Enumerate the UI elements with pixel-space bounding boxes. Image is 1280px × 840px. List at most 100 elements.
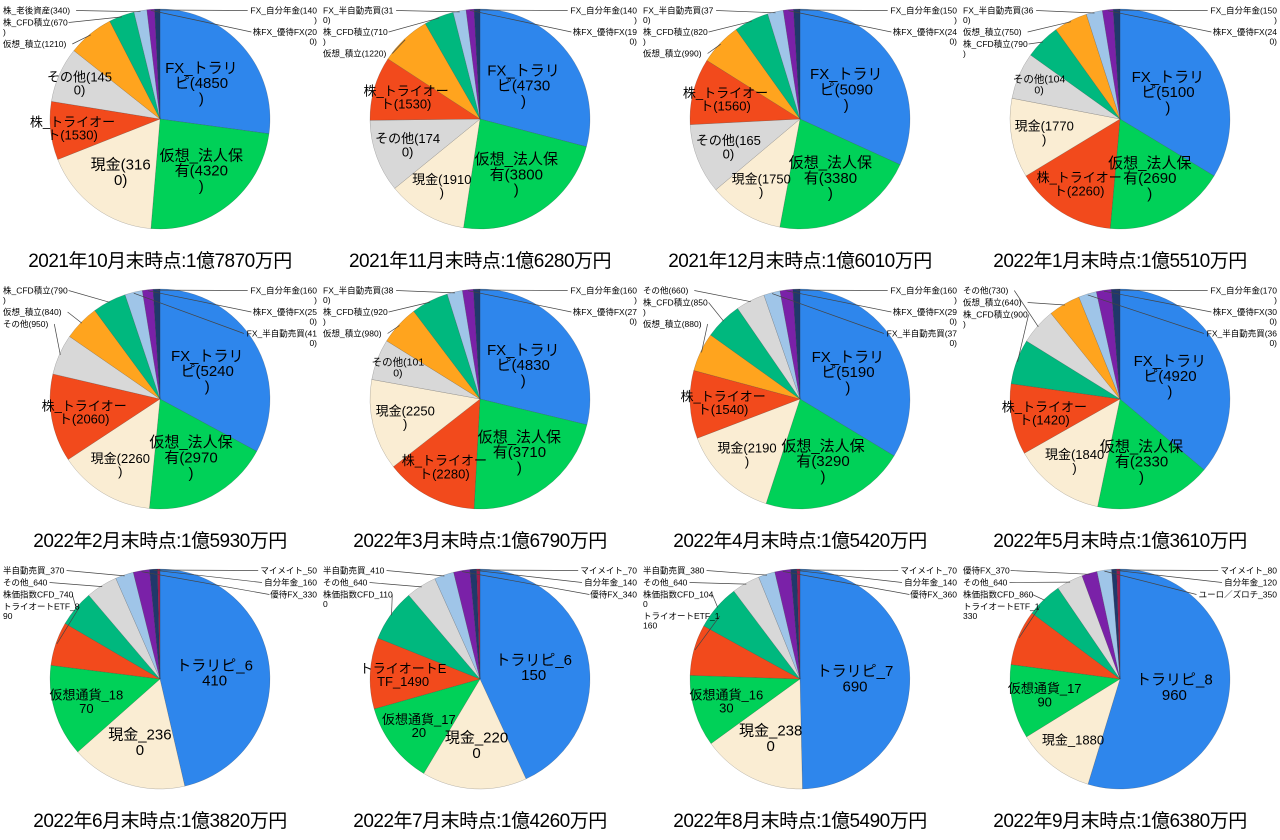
slice-label: 株_トライオート(2060) bbox=[42, 398, 127, 426]
pie-slice bbox=[369, 637, 481, 710]
pie-slice bbox=[1055, 13, 1121, 120]
leader-line bbox=[66, 570, 125, 577]
slice-label: 現金(316 0) bbox=[91, 157, 151, 189]
leader-line bbox=[477, 9, 568, 11]
callout-label: FX_半自動売買(36 0) bbox=[963, 6, 1034, 26]
callout-label: FX_半自動売買(38 0) bbox=[323, 286, 394, 306]
slice-label: トラリピ_6 410 bbox=[176, 657, 253, 689]
callout-label: FX_自分年金(140) bbox=[250, 6, 317, 26]
chart-title: 2021年10月末時点:1億7870万円 bbox=[28, 251, 292, 272]
pie-slice bbox=[1010, 340, 1121, 400]
pie-chart: 優待FX_370 その他_640 株価指数CFD_860 トライオートETF_1 330… bbox=[963, 566, 1277, 790]
slice-label: FX_トラリピ(5090) bbox=[810, 66, 883, 114]
leader-line bbox=[1027, 302, 1065, 306]
callout-label: FX_半自動売買(36 0) bbox=[1207, 329, 1278, 349]
chart-title: 2022年9月末時点:1億6380万円 bbox=[993, 811, 1247, 832]
leader-line bbox=[716, 10, 776, 14]
callout-label: FX_自分年金(150) bbox=[1210, 6, 1277, 26]
callout-label: 仮想_積立(640) bbox=[963, 298, 1022, 308]
callout-label: 株FX_優待FX(30 0) bbox=[1213, 307, 1278, 327]
callout-label: 株FX_優待FX(25 0) bbox=[253, 307, 318, 327]
leader-line bbox=[391, 594, 393, 616]
pie-slice bbox=[94, 294, 161, 400]
pie-slice bbox=[696, 398, 801, 504]
pie-slice bbox=[1111, 568, 1121, 680]
slice-label: その他(101 0) bbox=[372, 356, 425, 380]
leader-line bbox=[369, 582, 422, 588]
callout-label: トライオートETF_8 90 bbox=[3, 602, 80, 622]
pie-slice bbox=[49, 373, 161, 460]
pie-slice bbox=[767, 10, 801, 120]
slice-label: FX_トラリピ(4830) bbox=[487, 342, 560, 390]
slice-label: 仮想_法人保有(2970) bbox=[149, 434, 232, 482]
pie-slice bbox=[109, 11, 161, 120]
pie-slice bbox=[413, 293, 481, 400]
pie-slice bbox=[1096, 569, 1121, 680]
pie-slice bbox=[1111, 288, 1121, 400]
callout-label: FX_半自動売買(31 0) bbox=[323, 6, 394, 26]
pie-slice bbox=[124, 290, 161, 400]
pie-slice bbox=[50, 623, 161, 680]
leader-line bbox=[396, 290, 455, 294]
pie-slice bbox=[159, 568, 271, 787]
leader-line bbox=[478, 569, 579, 571]
pie-slice bbox=[473, 288, 481, 400]
slice-label: 仮想_法人保有(2690) bbox=[1108, 155, 1191, 203]
callout-label: 株FX_優待FX(29 0) bbox=[893, 307, 958, 327]
leader-line bbox=[387, 325, 400, 334]
leader-line bbox=[782, 571, 910, 595]
callout-label: 優待FX_340 bbox=[590, 590, 637, 600]
pie-slice bbox=[152, 288, 161, 400]
pie-chart: その他(660) 株_CFD積立(850)仮想_積立(880) FX_自分年金(16… bbox=[643, 286, 958, 510]
callout-label: 仮想_積立(880) bbox=[643, 319, 702, 329]
callout-label: 仮想_積立(840) bbox=[3, 307, 62, 317]
pie-slice bbox=[157, 568, 161, 680]
callout-label: 半自動売買_370 bbox=[3, 566, 65, 576]
slice-label: FX_トラリピ(5190) bbox=[812, 349, 885, 397]
callout-label: 仮想_積立(980) bbox=[323, 329, 382, 339]
chart-cell: 優待FX_370 その他_640 株価指数CFD_860 トライオートETF_1 330… bbox=[960, 560, 1280, 840]
chart-cell: FX_半自動売買(31 0) 株_CFD積立(710) 仮想_積立(1220) FX_自… bbox=[320, 0, 640, 280]
pie-slice bbox=[735, 13, 801, 120]
pie-slice bbox=[453, 569, 481, 680]
pie-slice bbox=[142, 288, 161, 400]
slice-label: 現金(1770) bbox=[1015, 119, 1074, 147]
pie-slice bbox=[715, 118, 801, 228]
leader-line bbox=[153, 569, 263, 583]
callout-label: 株_CFD積立(900) bbox=[963, 310, 1028, 330]
callout-label: マイメイト_70 bbox=[900, 566, 957, 576]
pie-slice bbox=[88, 577, 161, 680]
pie-slice bbox=[387, 23, 481, 120]
leader-line bbox=[49, 582, 103, 587]
pie-slice bbox=[1109, 118, 1215, 230]
pie-chart: 株_CFD積立(790)仮想_積立(840) その他(950) FX_自分年金(16… bbox=[3, 286, 318, 510]
slice-label: 仮想通貨_16 30 bbox=[690, 688, 764, 716]
chart-cell: FX_半自動売買(36 0) 仮想_積立(750) 株_CFD積立(790) FX_自分… bbox=[960, 0, 1280, 280]
slice-label: 株_トライオート(1540) bbox=[680, 389, 765, 417]
callout-label: 自分年金_120 bbox=[1224, 578, 1277, 588]
pie-slice bbox=[132, 569, 161, 680]
chart-cell: 株_CFD積立(790) 仮想_積立(840) その他(950) FX_自分年金(16… bbox=[0, 280, 320, 560]
pie-slice bbox=[64, 594, 161, 680]
slice-label: 株_トライオート(1530) bbox=[30, 114, 115, 142]
chart-title: 2022年5月末時点:1億3610万円 bbox=[993, 531, 1247, 552]
leader-line bbox=[708, 20, 752, 33]
leader-line bbox=[694, 615, 721, 651]
slice-label: 仮想_法人保有(3380) bbox=[789, 155, 872, 203]
leader-line bbox=[706, 570, 767, 576]
leader-line bbox=[1014, 290, 1039, 327]
slice-label: 仮想通貨_17 90 bbox=[1008, 681, 1082, 709]
pie-slice bbox=[1025, 118, 1121, 229]
pie-slice bbox=[1102, 8, 1121, 120]
slice-label: 現金(1910) bbox=[412, 172, 471, 200]
leader-line bbox=[1087, 294, 1205, 334]
callout-label: その他(950) bbox=[3, 319, 49, 329]
callout-label: FX_自分年金(160) bbox=[890, 286, 957, 306]
leader-line bbox=[386, 570, 445, 577]
pie-slice bbox=[796, 568, 801, 680]
callout-label: トライオートETF_1 330 bbox=[963, 602, 1040, 622]
leader-line bbox=[1017, 314, 1029, 362]
pie-slice bbox=[469, 568, 481, 680]
pie-slice bbox=[67, 398, 161, 509]
pie-slice bbox=[154, 8, 161, 120]
